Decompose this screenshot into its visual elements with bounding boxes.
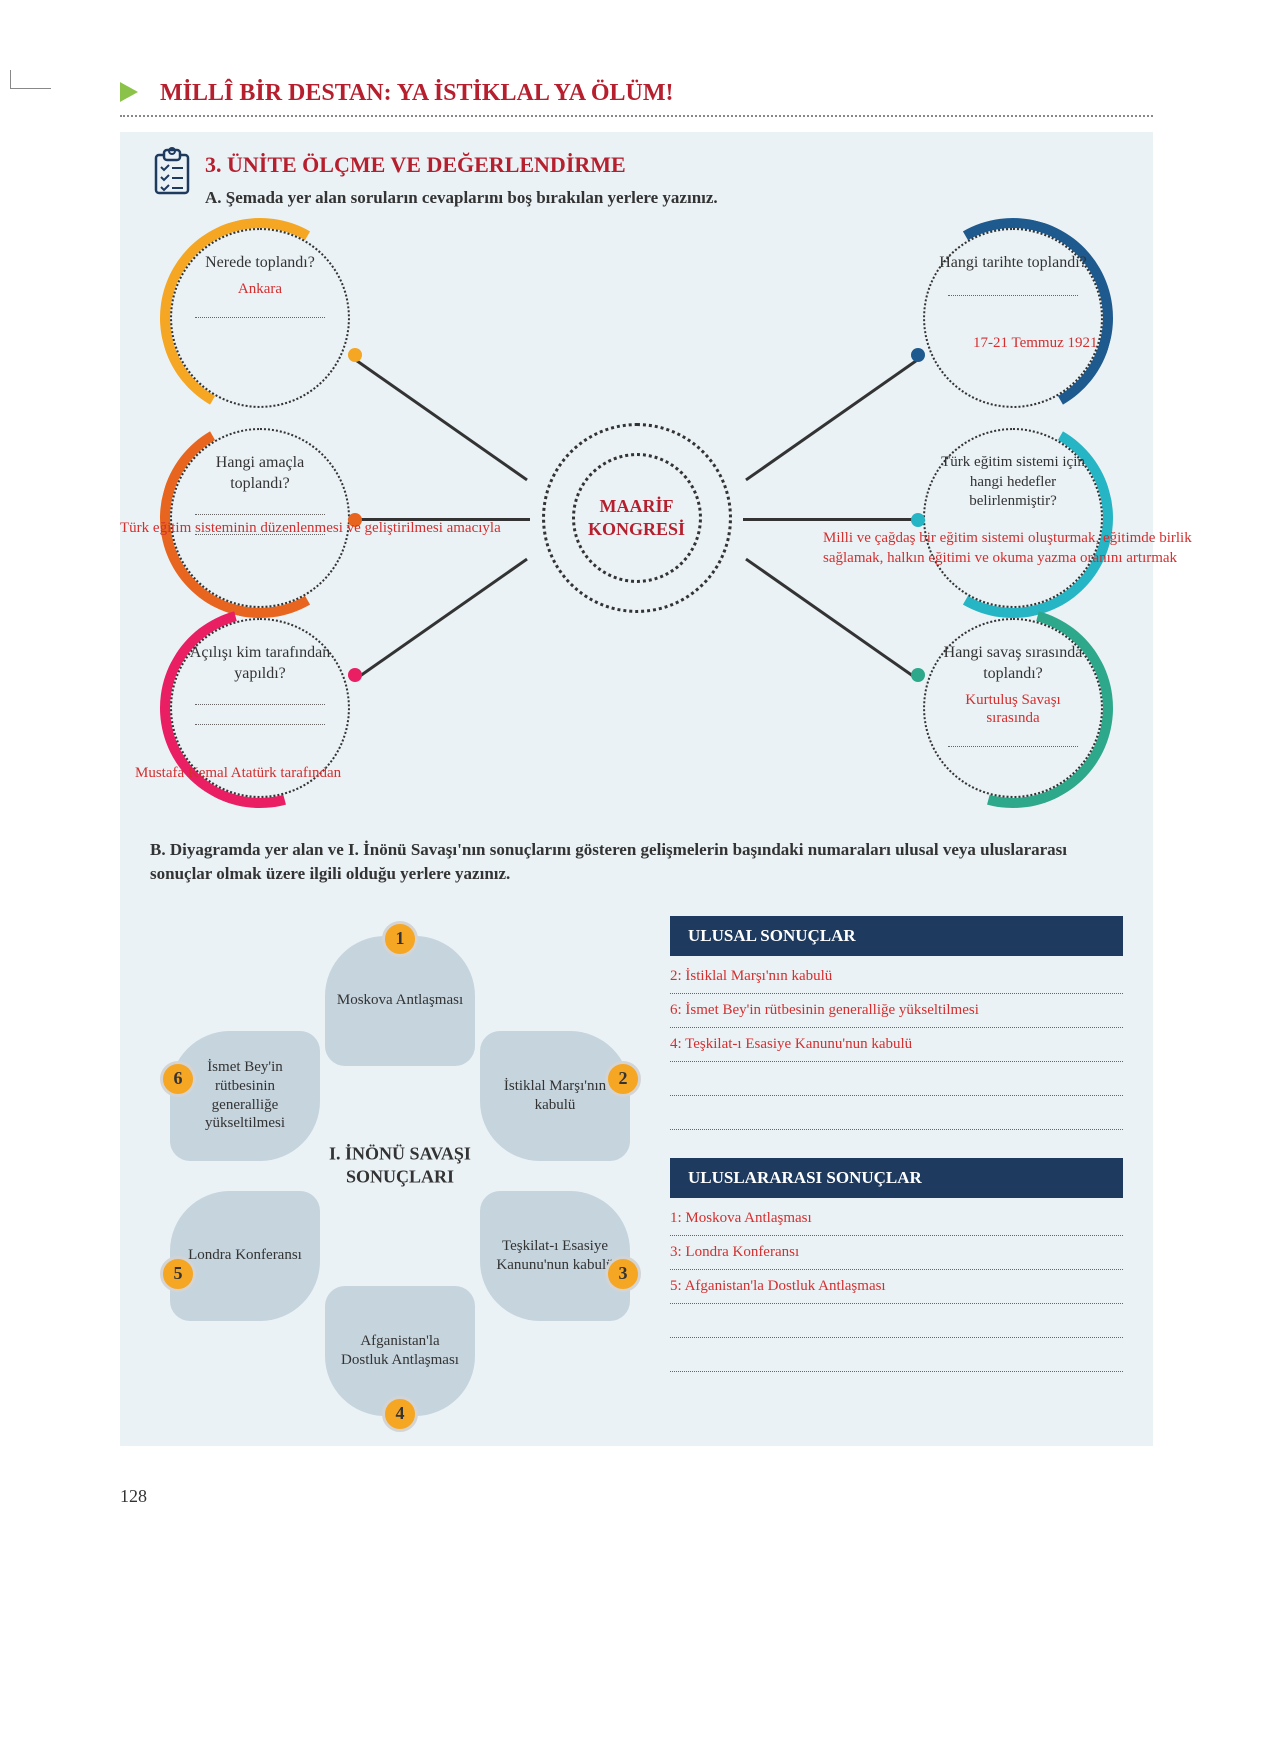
checklist-icon bbox=[150, 147, 195, 197]
center-label: MAARİF KONGRESİ bbox=[572, 453, 702, 583]
badge-3: 3 bbox=[605, 1256, 641, 1292]
page-number: 128 bbox=[120, 1486, 1153, 1507]
results-panel: ULUSAL SONUÇLAR 2: İstiklal Marşı'nın ka… bbox=[670, 916, 1123, 1416]
hex-diagram: I. İNÖNÜ SAVAŞI SONUÇLARI Moskova Antlaş… bbox=[150, 916, 650, 1416]
page-root: MİLLÎ BİR DESTAN: YA İSTİKLAL YA ÖLÜM! 3… bbox=[0, 0, 1273, 1547]
instruction-b: B. Diyagramda yer alan ve I. İnönü Savaş… bbox=[150, 838, 1123, 886]
node-answer: Kurtuluş Savaşı sırasında bbox=[938, 691, 1088, 727]
petal-6: İsmet Bey'in rütbesinin generalliğe yüks… bbox=[170, 1031, 320, 1161]
badge-4: 4 bbox=[382, 1396, 418, 1432]
ulusal-blank bbox=[670, 1104, 1123, 1130]
uluslararasi-header: ULUSLARARASI SONUÇLAR bbox=[670, 1158, 1123, 1198]
section-title: 3. ÜNİTE ÖLÇME VE DEĞERLENDİRME bbox=[150, 152, 1123, 178]
node-tarih: Hangi tarihte toplandı? bbox=[913, 218, 1113, 418]
node-question: Türk eğitim sistemi için hangi hedefler … bbox=[938, 453, 1088, 512]
node-question: Hangi savaş sırasında toplandı? bbox=[938, 643, 1088, 685]
node-answer-overflow: Türk eğitim sisteminin düzenlenmesi ve g… bbox=[120, 518, 540, 538]
petal-2: İstiklal Marşı'nın kabulü bbox=[480, 1031, 630, 1161]
node-answer: Ankara bbox=[185, 280, 335, 298]
uluslararasi-blank bbox=[670, 1312, 1123, 1338]
uluslararasi-answer: 3: Londra Konferansı bbox=[670, 1244, 1123, 1270]
ulusal-blank bbox=[670, 1070, 1123, 1096]
petal-5: Londra Konferansı bbox=[170, 1191, 320, 1321]
instruction-a: A. Şemada yer alan soruların cevaplarını… bbox=[150, 188, 1123, 208]
node-answer-overflow: Mustafa Kemal Atatürk tarafından bbox=[135, 763, 455, 783]
section-b: I. İNÖNÜ SAVAŞI SONUÇLARI Moskova Antlaş… bbox=[150, 916, 1123, 1416]
badge-2: 2 bbox=[605, 1061, 641, 1097]
chapter-title: MİLLÎ BİR DESTAN: YA İSTİKLAL YA ÖLÜM! bbox=[120, 40, 1153, 117]
node-answer-overflow: 17-21 Temmuz 1921 bbox=[973, 333, 1173, 353]
section-title-text: 3. ÜNİTE ÖLÇME VE DEĞERLENDİRME bbox=[205, 152, 626, 177]
hex-center-label: I. İNÖNÜ SAVAŞI SONUÇLARI bbox=[310, 1142, 490, 1189]
node-question: Hangi tarihte toplandı? bbox=[938, 253, 1088, 274]
center-circle: MAARİF KONGRESİ bbox=[542, 423, 732, 613]
ulusal-answer: 4: Teşkilat-ı Esasiye Kanunu'nun kabulü bbox=[670, 1036, 1123, 1062]
badge-5: 5 bbox=[160, 1256, 196, 1292]
badge-1: 1 bbox=[382, 921, 418, 957]
badge-6: 6 bbox=[160, 1061, 196, 1097]
uluslararasi-answer: 5: Afganistan'la Dostluk Antlaşması bbox=[670, 1278, 1123, 1304]
content-box: 3. ÜNİTE ÖLÇME VE DEĞERLENDİRME A. Şemad… bbox=[120, 132, 1153, 1446]
ulusal-answer: 6: İsmet Bey'in rütbesinin generalliğe y… bbox=[670, 1002, 1123, 1028]
node-question: Açılışı kim tarafından yapıldı? bbox=[185, 643, 335, 685]
uluslararasi-answer: 1: Moskova Antlaşması bbox=[670, 1210, 1123, 1236]
ulusal-header: ULUSAL SONUÇLAR bbox=[670, 916, 1123, 956]
petal-3: Teşkilat-ı Esasiye Kanunu'nun kabulü bbox=[480, 1191, 630, 1321]
node-hedefler: Türk eğitim sistemi için hangi hedefler … bbox=[913, 418, 1113, 618]
node-answer-overflow: Milli ve çağdaş bir eğitim sistemi oluşt… bbox=[823, 528, 1193, 569]
node-nerede: Nerede toplandı? Ankara bbox=[160, 218, 360, 418]
node-savas: Hangi savaş sırasında toplandı? Kurtuluş… bbox=[913, 608, 1113, 808]
ulusal-answer: 2: İstiklal Marşı'nın kabulü bbox=[670, 968, 1123, 994]
diagram-a: MAARİF KONGRESİ Nerede toplandı? Ankara bbox=[130, 228, 1143, 808]
node-question: Hangi amaçla toplandı? bbox=[185, 453, 335, 495]
node-question: Nerede toplandı? bbox=[185, 253, 335, 274]
uluslararasi-blank bbox=[670, 1346, 1123, 1372]
